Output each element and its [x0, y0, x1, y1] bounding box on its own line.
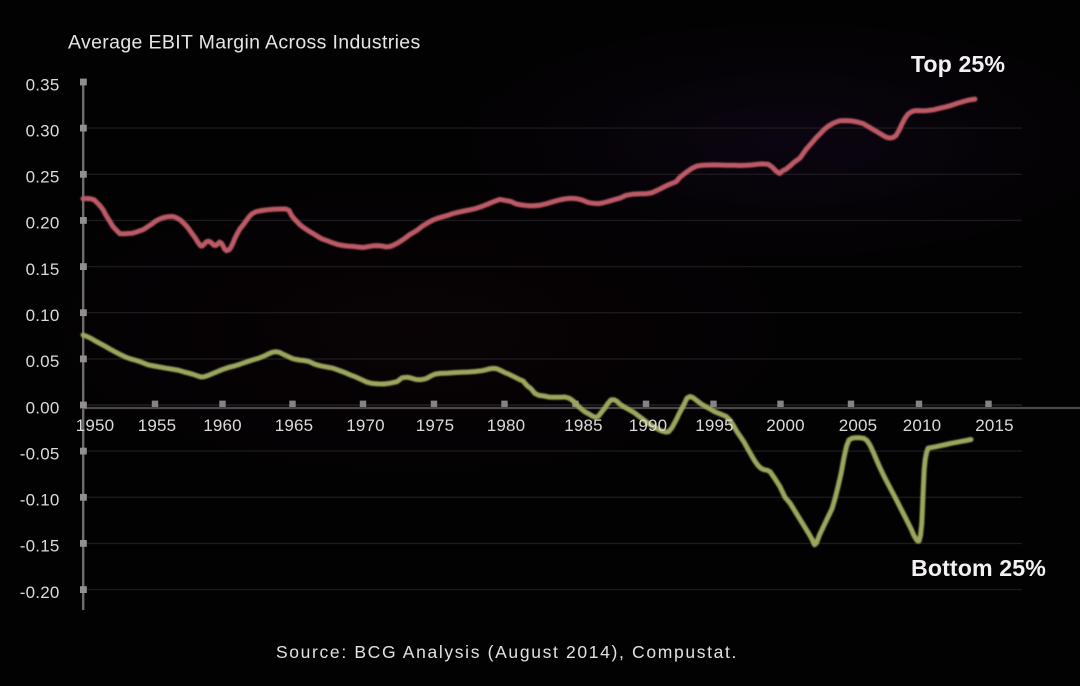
svg-text:Source: BCG Analysis (August 2: Source: BCG Analysis (August 2014), Comp… [276, 642, 738, 662]
svg-text:1975: 1975 [416, 416, 455, 435]
svg-text:-0.05: -0.05 [20, 444, 60, 463]
svg-text:1995: 1995 [695, 416, 734, 435]
svg-text:2005: 2005 [839, 416, 878, 435]
svg-text:1980: 1980 [487, 416, 526, 435]
svg-text:0.10: 0.10 [26, 306, 60, 325]
svg-text:0.00: 0.00 [26, 398, 60, 417]
svg-text:1970: 1970 [346, 416, 385, 435]
svg-text:2015: 2015 [975, 416, 1014, 435]
svg-text:0.25: 0.25 [26, 168, 60, 187]
svg-text:Average EBIT Margin Across Ind: Average EBIT Margin Across Industries [68, 32, 421, 54]
svg-text:1955: 1955 [138, 416, 177, 435]
svg-text:0.35: 0.35 [26, 75, 60, 94]
svg-text:2000: 2000 [766, 416, 805, 435]
svg-text:-0.15: -0.15 [20, 537, 60, 556]
svg-text:0.30: 0.30 [26, 121, 60, 140]
svg-text:-0.20: -0.20 [20, 583, 60, 602]
svg-text:0.05: 0.05 [26, 352, 60, 371]
svg-text:1965: 1965 [275, 416, 314, 435]
svg-text:1960: 1960 [203, 416, 242, 435]
svg-text:1985: 1985 [564, 416, 603, 435]
svg-text:1990: 1990 [629, 416, 668, 435]
svg-text:1950: 1950 [76, 416, 115, 435]
svg-text:Top 25%: Top 25% [911, 51, 1005, 77]
svg-text:2010: 2010 [903, 416, 942, 435]
svg-text:-0.10: -0.10 [20, 491, 60, 510]
svg-text:0.20: 0.20 [26, 214, 60, 233]
svg-text:Bottom 25%: Bottom 25% [911, 555, 1046, 581]
svg-text:0.15: 0.15 [26, 260, 60, 279]
